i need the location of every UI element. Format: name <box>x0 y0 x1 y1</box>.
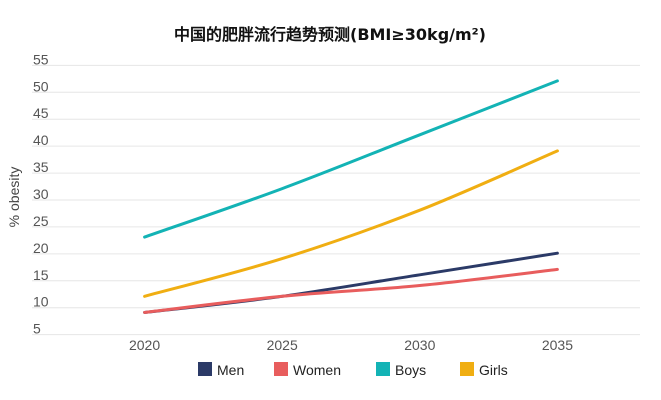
y-tick-label: 25 <box>33 213 49 229</box>
chart-title: 中国的肥胖流行趋势预测(BMI≥30kg/m²) <box>174 25 486 44</box>
x-tick-label: 2025 <box>267 337 298 353</box>
y-tick-label: 55 <box>33 51 49 67</box>
gridlines <box>32 64 640 336</box>
y-tick-label: 20 <box>33 240 49 256</box>
legend-swatch-boys <box>376 362 390 376</box>
legend-swatch-women <box>274 362 288 376</box>
y-axis-label: % obesity <box>6 167 22 228</box>
legend-swatch-men <box>198 362 212 376</box>
legend-label-men: Men <box>217 362 244 378</box>
series-line-girls <box>143 149 559 298</box>
legend-label-boys: Boys <box>395 362 426 378</box>
y-tick-label: 5 <box>33 321 41 337</box>
y-axis-ticks: 5 10 15 20 25 30 35 40 45 50 55 <box>33 51 49 336</box>
x-tick-label: 2035 <box>542 337 573 353</box>
y-tick-label: 45 <box>33 105 49 121</box>
x-tick-label: 2020 <box>129 337 160 353</box>
y-tick-label: 15 <box>33 267 49 283</box>
y-tick-label: 30 <box>33 186 49 202</box>
series-line-women <box>143 267 559 314</box>
y-tick-label: 35 <box>33 159 49 175</box>
y-tick-label: 40 <box>33 132 49 148</box>
series-lines <box>143 79 559 314</box>
legend-label-girls: Girls <box>479 362 508 378</box>
series-line-boys <box>143 79 559 239</box>
legend: Men Women Boys Girls <box>198 362 508 378</box>
y-tick-label: 50 <box>33 78 49 94</box>
y-tick-label: 10 <box>33 294 49 310</box>
x-tick-label: 2030 <box>404 337 435 353</box>
legend-label-women: Women <box>293 362 341 378</box>
legend-swatch-girls <box>460 362 474 376</box>
x-axis-ticks: 2020 2025 2030 2035 <box>129 337 573 353</box>
